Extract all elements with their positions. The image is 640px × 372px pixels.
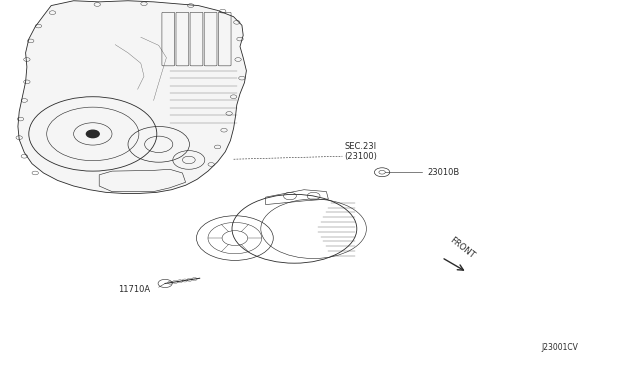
Polygon shape <box>18 1 246 193</box>
Text: FRONT: FRONT <box>448 235 476 260</box>
Text: 23010B: 23010B <box>428 169 460 177</box>
Text: SEC.23I: SEC.23I <box>344 142 376 151</box>
Text: (23100): (23100) <box>344 152 377 161</box>
Circle shape <box>86 130 99 138</box>
Text: 11710A: 11710A <box>118 285 150 294</box>
Text: J23001CV: J23001CV <box>541 343 579 352</box>
